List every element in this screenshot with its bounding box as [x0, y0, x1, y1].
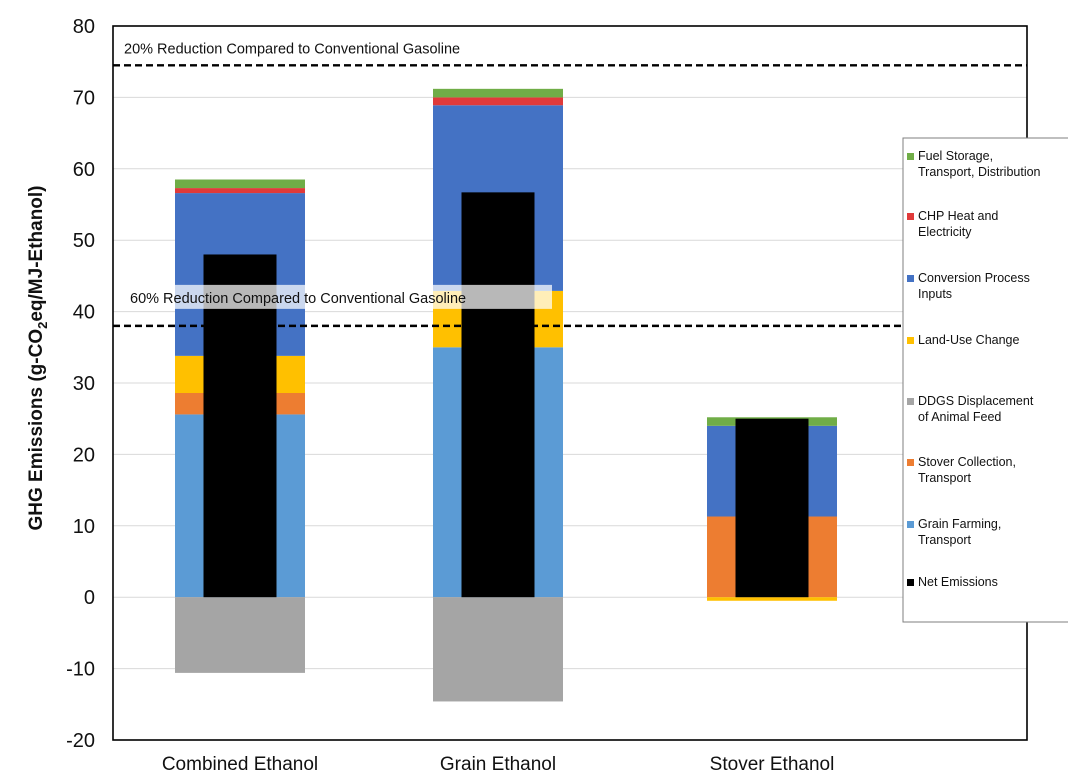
y-tick-label: 50: [73, 230, 95, 252]
legend-swatch-grain-farming-transport: [907, 521, 914, 528]
legend-label-grain-farming-transport: Transport: [918, 533, 972, 547]
bar-land-use-change: [707, 597, 837, 601]
legend-label-conversion-process-inputs: Conversion Process: [918, 271, 1030, 285]
y-tick-label: 30: [73, 373, 95, 395]
bar-net-emissions: [203, 254, 277, 598]
bar-chp-heat-and-electricity: [175, 188, 305, 194]
legend-swatch-land-use-change: [907, 337, 914, 344]
legend-swatch-stover-collection-transport: [907, 459, 914, 466]
y-tick-label: 20: [73, 444, 95, 466]
y-tick-label: 40: [73, 302, 95, 324]
legend-label-conversion-process-inputs: Inputs: [918, 287, 952, 301]
legend-label-chp-heat-and-electricity: Electricity: [918, 225, 972, 239]
legend-label-stover-collection-transport: Stover Collection,: [918, 455, 1016, 469]
legend-swatch-net-emissions: [907, 579, 914, 586]
reference-line-label: 60% Reduction Compared to Conventional G…: [130, 291, 466, 307]
x-category-label: Grain Ethanol: [440, 754, 556, 775]
legend-label-ddgs-displacement-of-animal-feed: of Animal Feed: [918, 410, 1001, 424]
legend-label-fuel-storage-transport-distribution: Fuel Storage,: [918, 149, 993, 163]
bar-ddgs-displacement-of-animal-feed: [175, 597, 305, 673]
y-axis-label: GHG Emissions (g-CO2eq/MJ-Ethanol): [26, 185, 50, 530]
legend-label-ddgs-displacement-of-animal-feed: DDGS Displacement: [918, 394, 1034, 408]
y-tick-label: -20: [66, 730, 95, 752]
reference-label-background: [124, 284, 552, 309]
legend-swatch-conversion-process-inputs: [907, 275, 914, 282]
bar-fuel-storage-transport-distribution: [175, 179, 305, 189]
y-tick-label: 10: [73, 516, 95, 538]
legend-label-chp-heat-and-electricity: CHP Heat and: [918, 209, 998, 223]
y-axis-label-subscript: 2: [35, 322, 50, 329]
legend-label-land-use-change: Land-Use Change: [918, 333, 1020, 347]
legend-box: [902, 137, 1068, 623]
y-tick-label: 70: [73, 87, 95, 109]
legend-swatch-chp-heat-and-electricity: [907, 213, 914, 220]
legend-swatch-ddgs-displacement-of-animal-feed: [907, 398, 914, 405]
bar-net-emissions: [735, 418, 809, 598]
legend-swatch-fuel-storage-transport-distribution: [907, 153, 914, 160]
reference-line-label: 20% Reduction Compared to Conventional G…: [124, 41, 460, 57]
bar-ddgs-displacement-of-animal-feed: [433, 597, 563, 702]
y-axis-label-part2: eq/MJ-Ethanol): [26, 185, 47, 321]
y-axis-label-part1: GHG Emissions (g-CO: [26, 329, 47, 531]
legend-label-grain-farming-transport: Grain Farming,: [918, 517, 1001, 531]
bar-net-emissions: [461, 192, 535, 598]
y-tick-label: 0: [84, 587, 95, 609]
y-tick-label: 80: [73, 16, 95, 38]
legend-label-fuel-storage-transport-distribution: Transport, Distribution: [918, 165, 1041, 179]
legend-label-stover-collection-transport: Transport: [918, 471, 972, 485]
bar-chp-heat-and-electricity: [433, 97, 563, 106]
y-tick-label: 60: [73, 159, 95, 181]
legend-label-net-emissions: Net Emissions: [918, 575, 998, 589]
bar-fuel-storage-transport-distribution: [433, 88, 563, 98]
x-category-label: Combined Ethanol: [162, 754, 318, 775]
y-tick-label: -10: [66, 659, 95, 681]
x-category-label: Stover Ethanol: [710, 754, 835, 775]
